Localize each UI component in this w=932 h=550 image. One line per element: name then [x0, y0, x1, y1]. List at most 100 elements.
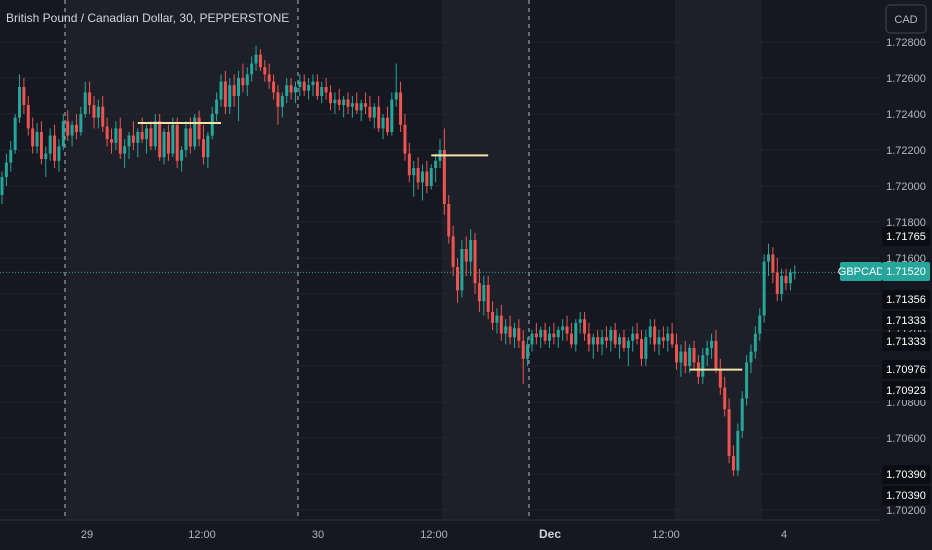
candle-body-135 — [591, 337, 595, 345]
candle-body-52 — [228, 85, 232, 107]
candle-65 — [285, 78, 289, 104]
candle-50 — [219, 74, 223, 107]
candle-179 — [784, 268, 788, 291]
candle-body-83 — [364, 103, 368, 107]
candle-116 — [508, 315, 512, 345]
candle-body-109 — [477, 283, 481, 302]
candle-35 — [153, 114, 157, 150]
candle-57 — [250, 56, 254, 82]
candle-body-111 — [486, 285, 490, 312]
candle-body-81 — [355, 103, 359, 111]
candle-body-42 — [184, 128, 188, 150]
candle-body-172 — [753, 333, 757, 352]
candle-body-53 — [232, 85, 236, 96]
candle-body-24 — [105, 126, 109, 140]
price-label-bg-5 — [882, 381, 930, 400]
candle-body-103 — [451, 236, 455, 267]
candle-body-55 — [241, 78, 245, 86]
candle-body-47 — [206, 135, 210, 158]
candle-127 — [556, 326, 560, 348]
candle-148 — [648, 319, 652, 345]
candle-body-132 — [578, 319, 582, 323]
candle-body-128 — [561, 326, 565, 330]
candle-body-175 — [767, 254, 770, 262]
candle-132 — [578, 312, 582, 334]
candle-body-17 — [74, 124, 78, 132]
candle-96 — [420, 164, 424, 201]
candle-107 — [469, 229, 473, 276]
candle-10 — [44, 146, 48, 177]
horizontal-levels — [137, 122, 743, 371]
candle-body-154 — [675, 344, 679, 363]
candle-body-75 — [329, 92, 332, 104]
candle-146 — [639, 330, 643, 366]
candle-body-108 — [473, 240, 477, 284]
candle-body-29 — [127, 135, 131, 147]
time-axis[interactable]: 29 12:00 30 12:00 Dec 12:00 4 — [81, 527, 787, 541]
candle-181 — [793, 265, 797, 280]
candle-body-59 — [258, 54, 262, 68]
candle-37 — [162, 128, 166, 165]
candle-84 — [368, 96, 372, 122]
candle-body-65 — [285, 85, 289, 96]
candle-body-88 — [385, 117, 389, 132]
candle-118 — [517, 319, 521, 348]
currency-button-frame[interactable] — [885, 4, 927, 34]
candle-11 — [48, 128, 52, 161]
x-tick-label-2: 30 — [312, 529, 324, 541]
candle-body-76 — [333, 99, 337, 104]
currency-button[interactable]: CAD — [885, 4, 927, 34]
candle-1 — [4, 153, 8, 186]
candle-body-169 — [740, 398, 744, 431]
candle-body-12 — [53, 135, 57, 161]
candle-body-92 — [403, 124, 407, 154]
candle-32 — [140, 117, 144, 143]
candle-71 — [311, 74, 315, 96]
candle-body-67 — [293, 87, 297, 93]
y-tick-label-11: 1.70600 — [886, 433, 926, 445]
candle-26 — [114, 121, 118, 150]
price-label-text-2: 1.71333 — [886, 315, 926, 327]
candle-body-96 — [420, 171, 424, 183]
candle-body-56 — [245, 74, 249, 86]
candle-body-122 — [534, 333, 538, 338]
candle-79 — [346, 92, 350, 114]
last-price-tag-background — [882, 262, 930, 281]
candle-body-0 — [0, 177, 4, 195]
candle-85 — [372, 103, 376, 129]
price-label-bg-2 — [882, 311, 930, 330]
candle-130 — [569, 322, 573, 348]
candle-53 — [232, 74, 236, 107]
candle-body-91 — [399, 92, 403, 125]
candle-body-180 — [788, 272, 792, 284]
candle-25 — [110, 128, 113, 154]
candle-120 — [526, 337, 530, 366]
candle-body-156 — [683, 351, 687, 366]
candle-body-168 — [736, 430, 740, 471]
candle-body-72 — [315, 81, 319, 96]
candle-119 — [521, 330, 525, 384]
candle-178 — [780, 268, 784, 302]
candle-body-161 — [705, 348, 709, 356]
candle-body-63 — [276, 92, 280, 107]
candle-body-18 — [79, 114, 83, 132]
candle-body-160 — [701, 355, 705, 377]
candle-16 — [70, 121, 74, 147]
candle-82 — [359, 99, 363, 122]
candle-126 — [552, 322, 556, 345]
candle-body-85 — [372, 106, 376, 118]
candle-60 — [263, 60, 267, 82]
candle-body-87 — [381, 117, 385, 129]
price-label-5: 1.70923 — [882, 381, 930, 400]
candle-152 — [666, 326, 670, 352]
candle-body-2 — [9, 150, 13, 163]
candle-24 — [105, 117, 109, 147]
candle-body-90 — [394, 92, 398, 100]
candle-body-130 — [569, 333, 573, 345]
candle-body-114 — [499, 315, 503, 334]
candle-109 — [477, 268, 481, 312]
candle-body-176 — [771, 254, 775, 273]
candle-167 — [731, 445, 735, 476]
candle-body-69 — [302, 81, 306, 91]
